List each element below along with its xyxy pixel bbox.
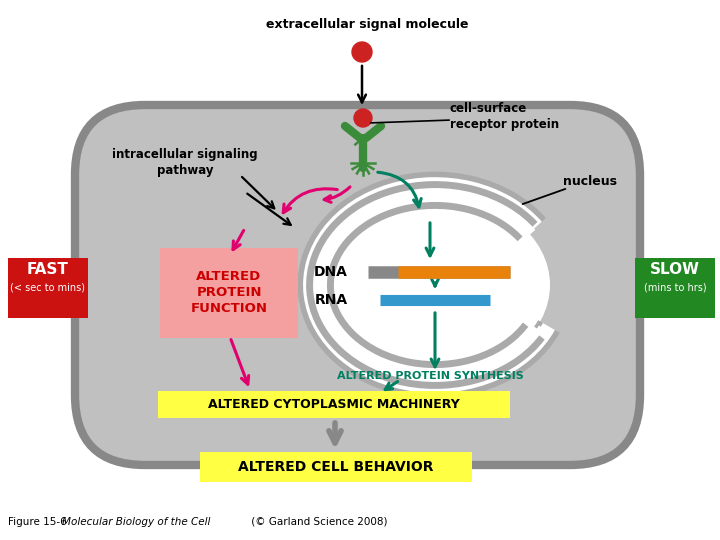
- Text: SLOW: SLOW: [650, 262, 700, 278]
- FancyBboxPatch shape: [200, 452, 472, 482]
- Text: nucleus: nucleus: [563, 175, 617, 188]
- FancyBboxPatch shape: [158, 391, 510, 418]
- FancyBboxPatch shape: [635, 258, 715, 318]
- Text: Figure 15-6: Figure 15-6: [8, 517, 73, 527]
- Text: (mins to hrs): (mins to hrs): [644, 283, 706, 293]
- Text: ALTERED
PROTEIN
FUNCTION: ALTERED PROTEIN FUNCTION: [191, 271, 268, 315]
- Text: RNA: RNA: [315, 293, 348, 307]
- Ellipse shape: [320, 195, 550, 375]
- Text: cell-surface
receptor protein: cell-surface receptor protein: [450, 102, 559, 131]
- Text: Molecular Biology of the Cell: Molecular Biology of the Cell: [62, 517, 210, 527]
- Text: ALTERED CELL BEHAVIOR: ALTERED CELL BEHAVIOR: [238, 460, 433, 474]
- Text: FAST: FAST: [27, 262, 69, 278]
- FancyBboxPatch shape: [160, 248, 298, 338]
- Text: extracellular signal molecule: extracellular signal molecule: [266, 18, 468, 31]
- Text: ALTERED CYTOPLASMIC MACHINERY: ALTERED CYTOPLASMIC MACHINERY: [208, 398, 460, 411]
- Text: (© Garland Science 2008): (© Garland Science 2008): [248, 517, 387, 527]
- Text: ALTERED PROTEIN SYNTHESIS: ALTERED PROTEIN SYNTHESIS: [337, 371, 523, 381]
- Text: (< sec to mins): (< sec to mins): [11, 283, 86, 293]
- FancyBboxPatch shape: [75, 105, 640, 465]
- FancyBboxPatch shape: [8, 258, 88, 318]
- Circle shape: [354, 109, 372, 127]
- Circle shape: [352, 42, 372, 62]
- Text: intracellular signaling
pathway: intracellular signaling pathway: [112, 148, 258, 177]
- Text: DNA: DNA: [314, 265, 348, 279]
